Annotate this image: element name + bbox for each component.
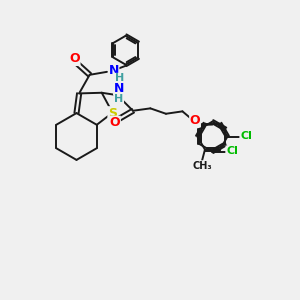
Text: N: N xyxy=(114,82,124,95)
Text: S: S xyxy=(108,107,117,120)
Text: O: O xyxy=(69,52,80,65)
Text: Cl: Cl xyxy=(240,131,252,141)
Text: CH₃: CH₃ xyxy=(193,161,212,171)
Text: H: H xyxy=(115,74,124,83)
Text: O: O xyxy=(110,116,120,129)
Text: Cl: Cl xyxy=(226,146,238,156)
Text: O: O xyxy=(190,114,200,127)
Text: H: H xyxy=(114,94,124,104)
Text: N: N xyxy=(108,64,119,77)
